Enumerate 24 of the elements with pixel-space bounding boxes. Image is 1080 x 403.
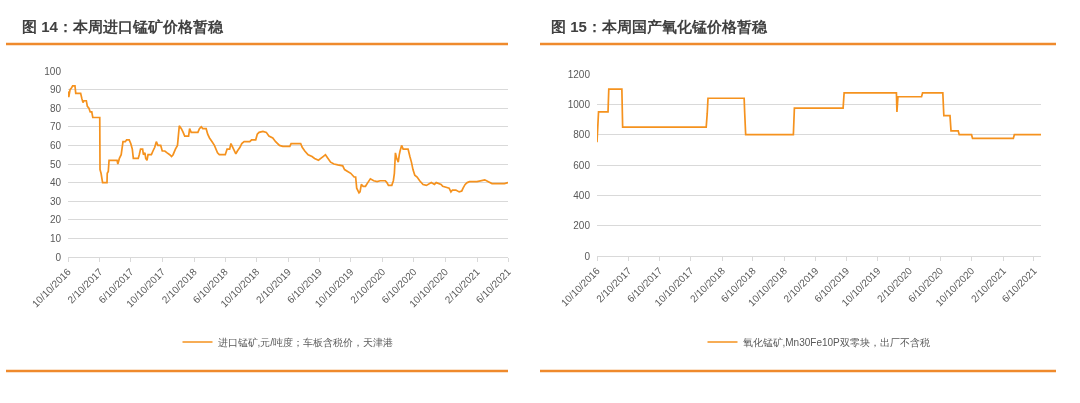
y-tick-label: 90	[49, 84, 62, 96]
line-series	[68, 85, 508, 194]
y-tick-label: 200	[573, 220, 591, 232]
y-tick-label: 600	[573, 159, 591, 171]
y-tick-label: 0	[584, 250, 591, 262]
y-tick-label: 30	[49, 195, 62, 207]
y-tick-label: 40	[49, 177, 62, 189]
y-tick-label: 0	[55, 251, 62, 263]
line-series	[597, 88, 1041, 144]
y-tick-label: 1200	[567, 68, 591, 80]
y-tick-label: 70	[49, 121, 62, 133]
legend-label: 进口锰矿,元/吨度；车板含税价，天津港	[217, 336, 394, 348]
chart-title: 图 14：本周进口锰矿价格暂稳	[22, 18, 224, 35]
y-tick-label: 100	[44, 65, 62, 77]
y-tick-label: 10	[49, 232, 62, 244]
y-tick-label: 80	[49, 102, 62, 114]
y-tick-label: 60	[49, 139, 62, 151]
y-tick-label: 20	[49, 214, 62, 226]
y-tick-label: 800	[573, 129, 591, 141]
chart-title: 图 15：本周国产氧化锰价格暂稳	[551, 18, 768, 35]
y-tick-label: 400	[573, 189, 591, 201]
y-tick-label: 1000	[567, 98, 591, 110]
legend-label: 氧化锰矿,Mn30Fe10P双零块，出厂不含税	[742, 336, 930, 348]
y-tick-label: 50	[49, 158, 62, 170]
